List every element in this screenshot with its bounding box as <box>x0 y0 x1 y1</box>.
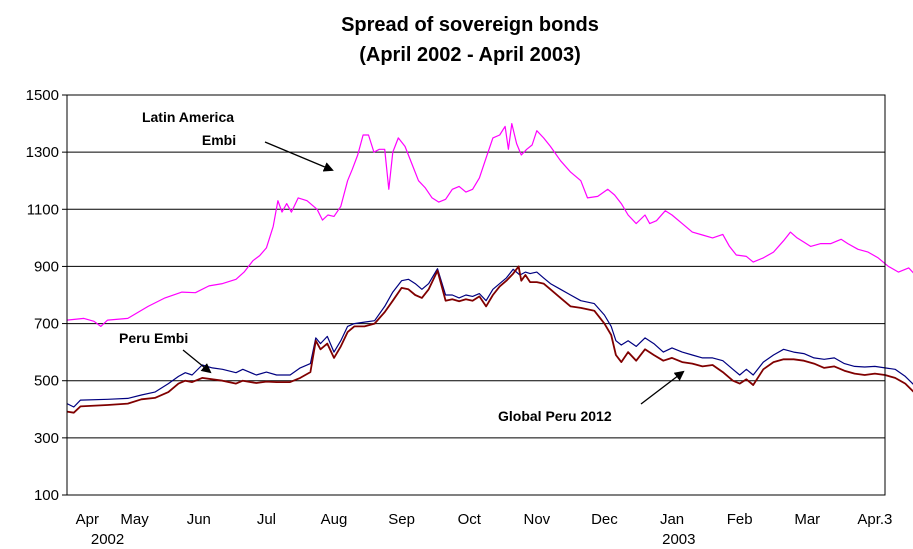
annotation-peru-embi-label: Peru Embi <box>119 330 188 346</box>
x-year-label: 2002 <box>91 531 124 548</box>
x-year-label: 2003 <box>662 531 695 548</box>
series-lines <box>66 122 913 414</box>
y-tick-label: 900 <box>34 258 59 275</box>
y-tick-label: 1300 <box>26 144 59 161</box>
x-tick-label: May <box>120 511 149 528</box>
y-tick-label: 1500 <box>26 87 59 104</box>
x-tick-label: Dec <box>591 511 618 528</box>
y-tick-label: 100 <box>34 487 59 504</box>
y-tick-label: 1100 <box>27 201 59 218</box>
annotation-global-peru: Global Peru 2012 <box>498 370 685 424</box>
annotation-latin-america-arrow <box>264 141 334 172</box>
y-axis-ticks: 100 300 500 700 900 1100 1300 1500 <box>26 87 67 504</box>
chart-title: Spread of sovereign bonds <box>341 14 599 36</box>
annotation-latin-america: Latin America Embi <box>142 109 334 172</box>
x-tick-label: Sep <box>388 511 415 528</box>
x-tick-label: Feb <box>727 511 753 528</box>
series-line-latin-america-embi <box>66 122 913 327</box>
x-tick-label: Jul <box>257 511 276 528</box>
chart-subtitle: (April 2002 - April 2003) <box>359 44 581 66</box>
x-tick-label: Jan <box>660 511 684 528</box>
series-line-global-peru-2012 <box>66 265 913 414</box>
annotation-global-peru-arrow <box>640 370 685 405</box>
x-tick-label: Apr.3 <box>857 511 892 528</box>
x-tick-label: Oct <box>458 511 482 528</box>
annotation-latin-america-line2: Embi <box>202 132 236 148</box>
y-tick-label: 500 <box>34 373 59 390</box>
x-tick-label: Jun <box>187 511 211 528</box>
x-axis-ticks: Apr May Jun Jul Aug Sep Oct Nov Dec Jan Feb Mar Apr.… <box>76 511 893 548</box>
x-tick-label: Apr <box>76 511 99 528</box>
annotation-latin-america-line1: Latin America <box>142 109 234 125</box>
series-line-peru-embi <box>66 268 913 408</box>
x-tick-label: Nov <box>523 511 550 528</box>
annotation-global-peru-label: Global Peru 2012 <box>498 408 612 424</box>
x-tick-label: Aug <box>321 511 348 528</box>
plot-area-border <box>66 94 886 496</box>
x-tick-label: Mar <box>794 511 820 528</box>
annotation-peru-embi-arrow <box>182 349 212 374</box>
y-tick-label: 300 <box>34 430 59 447</box>
y-tick-label: 700 <box>34 316 59 333</box>
annotation-peru-embi: Peru Embi <box>119 330 212 374</box>
